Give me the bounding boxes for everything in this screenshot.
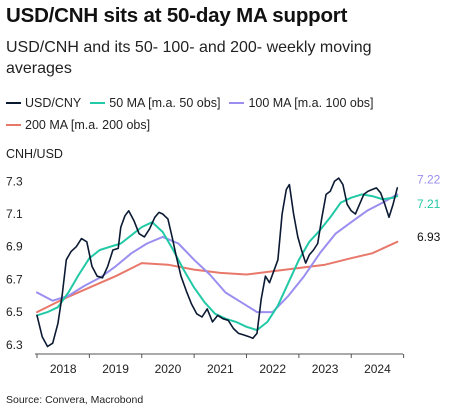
source-note: Source: Convera, Macrobond (6, 394, 144, 406)
x-axis: 2018 2019 2020 2021 2022 2023 2024 (35, 353, 405, 376)
series-layer (36, 177, 399, 348)
end-value-label: 7.21 (417, 197, 441, 211)
legend-item-ma200: 200 MA [m.a. 200 obs] (6, 118, 150, 132)
series-line-ma100 (36, 193, 399, 314)
legend-swatch-ma100 (229, 102, 245, 104)
legend-swatch-usdcny (6, 102, 21, 104)
x-tick-label: 2023 (312, 362, 339, 376)
legend-swatch-ma200 (6, 124, 21, 126)
chart-subtitle: USD/CNH and its 50- 100- and 200- weekly… (6, 39, 372, 77)
series-line-ma200 (36, 240, 399, 314)
series-line-usdcny (36, 177, 399, 348)
legend-item-ma50: 50 MA [m.a. 50 obs] (90, 96, 220, 110)
y-tick-label: 7.3 (6, 174, 23, 188)
y-tick-label: 6.7 (6, 272, 23, 286)
x-tick-label: 2021 (207, 362, 234, 376)
x-tick-label: 2019 (102, 362, 129, 376)
legend-label-ma100: 100 MA [m.a. 100 obs] (248, 96, 374, 110)
legend-row-2: 200 MA [m.a. 200 obs] (6, 114, 451, 136)
x-tick-label: 2018 (50, 362, 77, 376)
chart-title: USD/CNH sits at 50-day MA support (6, 4, 348, 27)
end-value-label: 6.93 (417, 230, 441, 244)
end-value-label: 7.22 (417, 173, 441, 187)
x-tick-label: 2022 (259, 362, 286, 376)
legend-label-ma200: 200 MA [m.a. 200 obs] (25, 118, 151, 132)
end-labels: 7.22 7.21 6.93 (417, 173, 441, 244)
legend-item-usdcny: USD/CNY (6, 96, 81, 110)
y-tick-label: 7.1 (6, 207, 23, 221)
legend-row-1: USD/CNY 50 MA [m.a. 50 obs] 100 MA [m.a.… (6, 92, 451, 114)
y-tick-label: 6.3 (6, 338, 23, 352)
legend-label-usdcny: USD/CNY (25, 96, 82, 110)
legend-item-ma100: 100 MA [m.a. 100 obs] (229, 96, 374, 110)
y-tick-label: 6.9 (6, 240, 23, 254)
legend-label-ma50: 50 MA [m.a. 50 obs] (109, 96, 221, 110)
line-chart: 7.37.16.96.76.56.3 2018 2019 2020 2021 2022 2… (6, 173, 441, 376)
y-tick-label: 6.5 (6, 305, 23, 319)
y-tick-labels: 7.3 7.1 6.9 6.7 6.5 6.3 (6, 174, 23, 351)
x-tick-label: 2020 (155, 362, 182, 376)
y-axis-label: CNH/USD (6, 147, 63, 161)
x-tick-label: 2024 (364, 362, 391, 376)
chart-legend: USD/CNY 50 MA [m.a. 50 obs] 100 MA [m.a.… (6, 92, 451, 136)
legend-swatch-ma50 (90, 102, 106, 104)
